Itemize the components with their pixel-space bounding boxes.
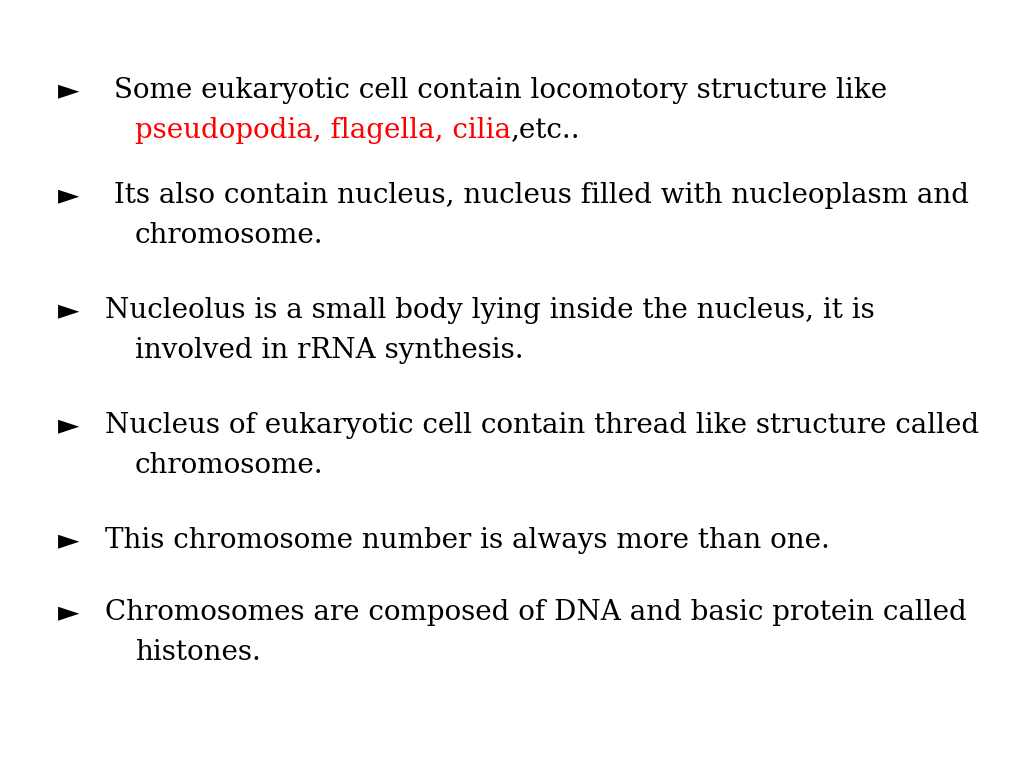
Text: ►: ►	[58, 527, 80, 554]
Text: chromosome.: chromosome.	[135, 452, 324, 479]
Text: Nucleus of eukaryotic cell contain thread like structure called: Nucleus of eukaryotic cell contain threa…	[105, 412, 979, 439]
Text: ,etc..: ,etc..	[511, 117, 581, 144]
Text: ►: ►	[58, 599, 80, 626]
Text: Nucleolus is a small body lying inside the nucleus, it is: Nucleolus is a small body lying inside t…	[105, 297, 874, 324]
Text: histones.: histones.	[135, 639, 261, 666]
Text: Chromosomes are composed of DNA and basic protein called: Chromosomes are composed of DNA and basi…	[105, 599, 967, 626]
Text: ►: ►	[58, 412, 80, 439]
Text: ►: ►	[58, 182, 80, 209]
Text: pseudopodia, flagella, cilia: pseudopodia, flagella, cilia	[135, 117, 511, 144]
Text: Some eukaryotic cell contain locomotory structure like: Some eukaryotic cell contain locomotory …	[105, 77, 887, 104]
Text: ►: ►	[58, 77, 80, 104]
Text: chromosome.: chromosome.	[135, 222, 324, 249]
Text: ►: ►	[58, 297, 80, 324]
Text: Its also contain nucleus, nucleus filled with nucleoplasm and: Its also contain nucleus, nucleus filled…	[105, 182, 969, 209]
Text: involved in rRNA synthesis.: involved in rRNA synthesis.	[135, 337, 523, 364]
Text: This chromosome number is always more than one.: This chromosome number is always more th…	[105, 527, 829, 554]
